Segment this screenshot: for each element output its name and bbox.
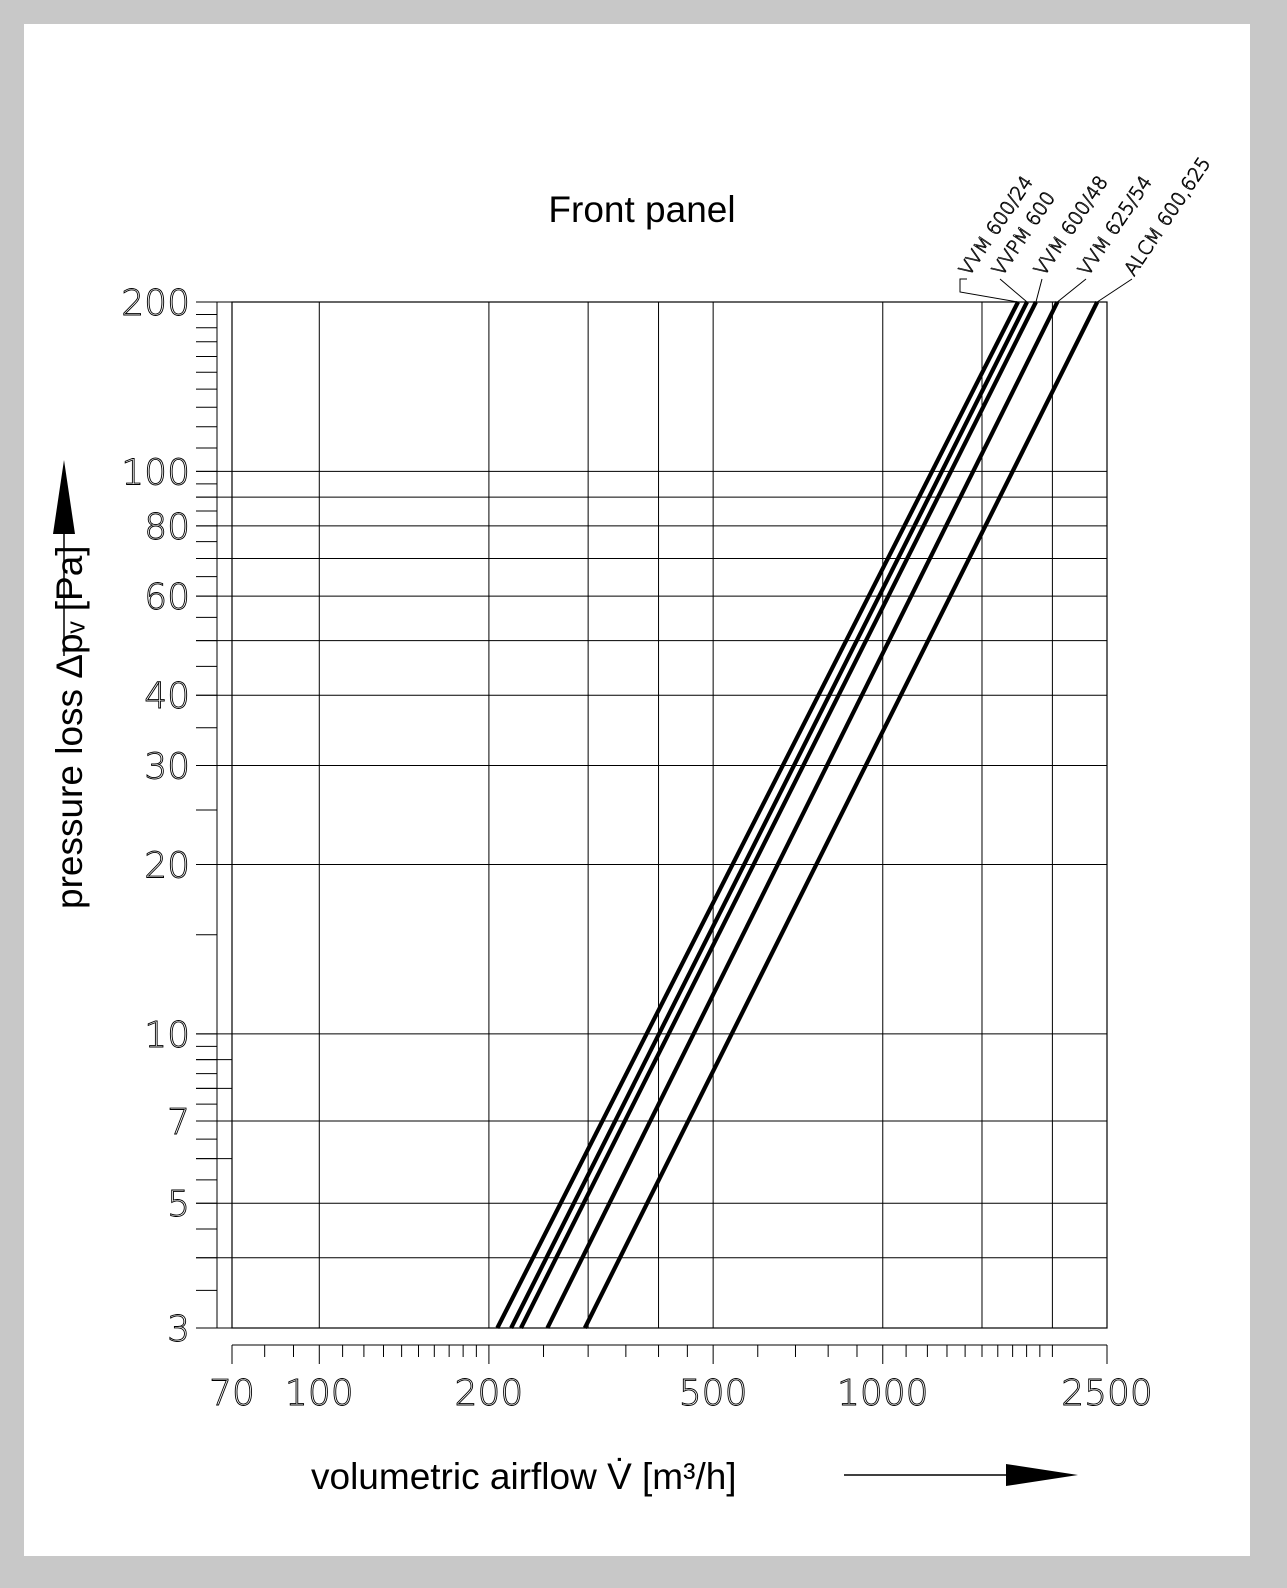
chart-panel: Front panel 3 5 7 10 20 30 40 60 80 100 200 70 100 2… [24,24,1250,1556]
y-tick-label: 40 [144,676,190,717]
series-line [519,301,1038,1329]
series-line [545,301,1060,1329]
y-tick-label: 30 [144,746,190,787]
y-tick-label: 80 [144,507,190,548]
y-tick-label: 5 [167,1184,190,1225]
grid [231,301,1108,1329]
y-tick-label: 10 [144,1015,190,1056]
y-tick-label: 200 [121,283,190,324]
series-leader [999,278,1028,303]
x-tick-label: 200 [455,1373,524,1414]
series-line [509,301,1029,1329]
x-tick-label: 100 [285,1373,354,1414]
x-axis: 70 100 200 500 1000 2500 [209,1344,1153,1414]
series-line [582,301,1100,1329]
series-leader [1096,278,1133,303]
y-axis: 3 5 7 10 20 30 40 60 80 100 200 [121,283,232,1350]
y-tick-label: 7 [167,1102,190,1143]
y-tick-label: 100 [121,452,190,493]
x-tick-label: 70 [209,1373,255,1414]
x-tick-label: 500 [679,1373,748,1414]
x-axis-arrow [844,1464,1078,1486]
y-axis-title: pressure loss Δpᵥ [Pa] [49,545,90,909]
series-lines [495,301,1100,1329]
series-leader [1035,278,1043,303]
chart-title: Front panel [548,189,735,230]
pressure-loss-chart: Front panel 3 5 7 10 20 30 40 60 80 100 200 70 100 2… [49,153,1216,1497]
y-tick-label: 60 [144,577,190,618]
x-tick-label: 1000 [837,1373,929,1414]
y-tick-label: 3 [167,1309,190,1350]
series-leader [1057,278,1087,303]
series-line [495,301,1020,1329]
x-tick-label: 2500 [1061,1373,1153,1414]
y-tick-label: 20 [144,846,190,887]
y-axis-arrow [53,460,75,656]
x-axis-title: volumetric airflow V̇ [m³/h] [311,1456,737,1497]
series-leader [959,278,1019,303]
plot-frame [231,301,1108,1329]
